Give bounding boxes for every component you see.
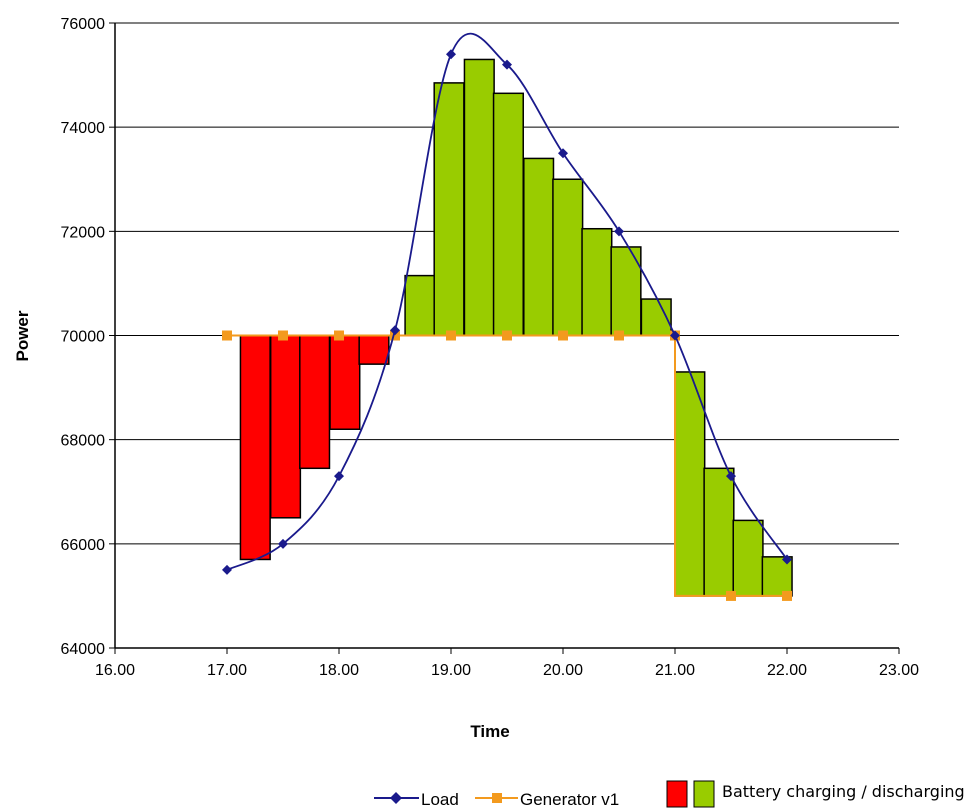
y-tick-label-6: 76000	[61, 16, 106, 33]
generator-point-4	[446, 330, 456, 341]
legend-generator-label: Generator v1	[520, 790, 619, 809]
battery-bar-9	[523, 157, 555, 337]
y-tick-label-4: 72000	[61, 224, 106, 241]
load-point-1	[278, 538, 288, 549]
generator-point-1	[278, 330, 288, 341]
x-tick-label-2: 18.00	[319, 662, 359, 679]
battery-bar-14	[674, 371, 706, 597]
load-point-0	[222, 564, 232, 575]
legend-load-marker	[390, 792, 402, 804]
battery-bar-1	[269, 334, 302, 519]
x-tick-label-1: 17.00	[207, 662, 247, 679]
generator-point-3	[390, 330, 400, 341]
load-point-10	[782, 554, 792, 565]
generator-line	[227, 334, 787, 597]
y-tick-label-2: 68000	[61, 433, 106, 450]
battery-bar-4	[358, 334, 390, 365]
load-point-9	[726, 471, 736, 482]
battery-bar-6	[433, 82, 465, 337]
legend-battery-label: Battery charging / discharging	[722, 782, 965, 801]
x-tick-label-5: 21.00	[655, 662, 695, 679]
battery-bar-15	[703, 467, 735, 597]
legend-generator-marker	[492, 793, 502, 803]
battery-bar-10	[552, 178, 584, 337]
generator-point-7	[614, 330, 624, 341]
battery-bar-11	[581, 227, 613, 337]
load-point-3	[390, 325, 400, 336]
y-tick-label-3: 70000	[61, 329, 106, 346]
y-tick-label-0: 64000	[61, 641, 106, 658]
generator-point-5	[502, 330, 512, 341]
load-point-4	[446, 49, 456, 60]
load-point-2	[334, 471, 344, 482]
axes	[109, 22, 900, 654]
legend-battery-red-swatch	[666, 780, 688, 808]
tick-labels: 64000 66000 68000 70000 72000 74000 76000 16.00…	[61, 16, 920, 679]
battery-bar-8	[492, 92, 524, 337]
generator-point-2	[334, 330, 344, 341]
battery-bars	[239, 58, 793, 597]
legend-generator: Generator v1	[475, 790, 619, 809]
legend-load: Load	[374, 790, 459, 809]
generator-point-0	[222, 330, 232, 341]
legend-battery: Battery charging / discharging	[666, 780, 965, 808]
load-point-8	[670, 330, 680, 341]
y-tick-label-1: 66000	[61, 537, 106, 554]
battery-bar-16	[732, 519, 764, 597]
x-tick-label-0: 16.00	[95, 662, 135, 679]
battery-bar-0	[239, 334, 271, 561]
generator-point-11	[782, 590, 792, 601]
generator-point-10	[726, 590, 736, 601]
y-tick-label-5: 74000	[61, 120, 106, 137]
battery-bar-5	[404, 274, 436, 337]
legend-battery-green-swatch	[693, 780, 715, 808]
series-lines	[222, 32, 792, 601]
load-point-5	[502, 59, 512, 70]
load-point-7	[614, 226, 624, 237]
load-point-6	[558, 148, 568, 159]
x-tick-label-3: 19.00	[431, 662, 471, 679]
battery-bar-7	[463, 58, 495, 337]
generator-point-6	[558, 330, 568, 341]
battery-bar-2	[299, 334, 331, 470]
x-tick-label-4: 20.00	[543, 662, 583, 679]
x-axis-title: Time	[470, 722, 509, 741]
legend: Load Generator v1 Battery charging / dis…	[374, 780, 965, 809]
y-axis-title: Power	[13, 310, 32, 361]
x-tick-label-7: 23.00	[879, 662, 919, 679]
x-tick-label-6: 22.00	[767, 662, 807, 679]
battery-bar-3	[329, 334, 361, 430]
legend-load-label: Load	[421, 790, 459, 809]
